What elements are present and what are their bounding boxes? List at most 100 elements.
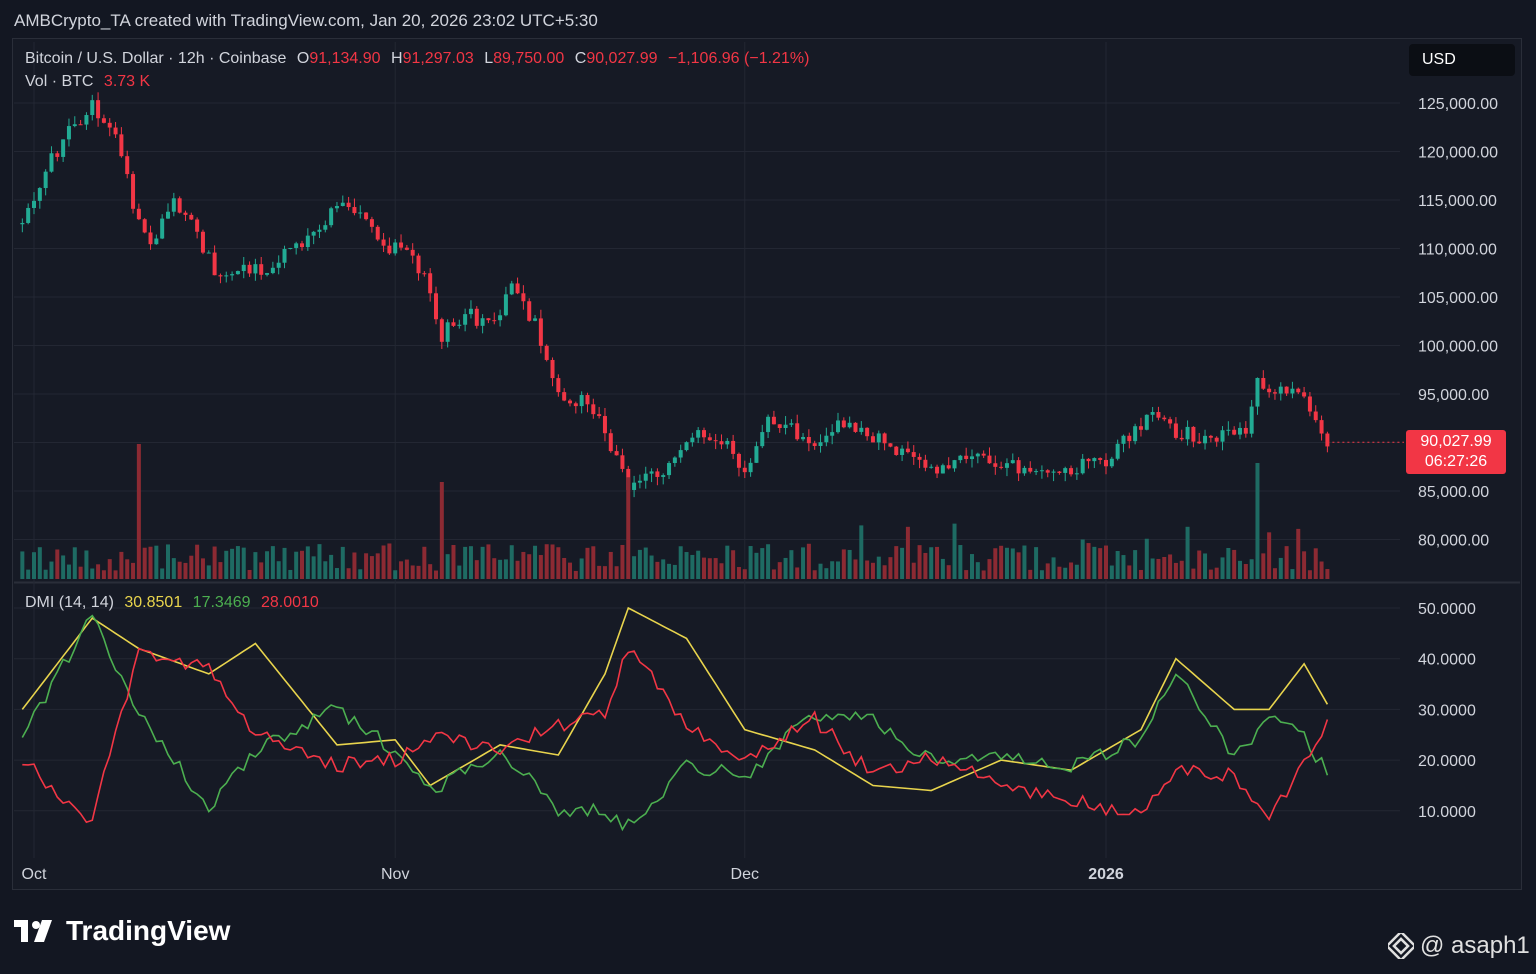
- volume-bar: [667, 563, 672, 579]
- volume-bar: [1080, 539, 1085, 579]
- candle-body: [404, 247, 409, 250]
- volume-bar: [777, 562, 782, 579]
- volume-bar: [568, 562, 572, 579]
- volume-bar: [608, 551, 613, 579]
- volume-bar: [958, 545, 963, 579]
- volume-bar: [1220, 557, 1225, 579]
- candle-body: [358, 212, 363, 214]
- volume-bar: [107, 559, 112, 579]
- volume-bar: [573, 570, 578, 579]
- volume-bar: [795, 567, 800, 579]
- candle-body: [1267, 388, 1272, 393]
- volume-bar: [585, 547, 590, 579]
- volume-bar: [32, 552, 36, 579]
- candle-body: [276, 262, 281, 268]
- volume-bar: [393, 570, 398, 579]
- volume-bar: [538, 555, 543, 579]
- candle-body: [830, 432, 835, 436]
- currency-button[interactable]: USD: [1409, 44, 1515, 76]
- volume-bar: [439, 482, 444, 579]
- candle-body: [894, 446, 899, 455]
- volume-bar: [1272, 568, 1277, 579]
- candle-body: [206, 252, 211, 254]
- candle-body: [678, 450, 683, 458]
- volume-bar: [882, 565, 887, 579]
- volume-bar: [806, 543, 811, 579]
- candle-body: [771, 416, 776, 425]
- volume-bar: [1191, 568, 1196, 579]
- candle-body: [160, 218, 165, 239]
- candle-body: [1138, 426, 1143, 430]
- dmi-label[interactable]: DMI (14, 14): [25, 594, 114, 611]
- volume-bar: [1115, 550, 1120, 579]
- candle-body: [381, 239, 386, 246]
- last-price-tag: 90,027.99 06:27:26: [1406, 430, 1506, 474]
- chart-header: AMBCrypto_TA created with TradingView.co…: [14, 11, 598, 30]
- volume-bar: [399, 561, 404, 579]
- tradingview-logo[interactable]: TradingView: [14, 915, 230, 947]
- volume-bar: [189, 555, 194, 579]
- plus-di-value: 17.3469: [192, 594, 251, 611]
- volume-bar: [300, 550, 304, 579]
- candle-body: [1104, 459, 1108, 467]
- candle-body: [498, 315, 503, 321]
- volume-bar: [387, 543, 392, 579]
- candle-body: [841, 420, 846, 428]
- candle-body: [1214, 437, 1219, 442]
- volume-bar: [760, 548, 765, 579]
- candle-body: [166, 211, 170, 219]
- candle-body: [78, 124, 83, 126]
- volume-bar: [888, 557, 893, 579]
- symbol-name[interactable]: Bitcoin / U.S. Dollar · 12h · Coinbase: [25, 50, 287, 67]
- candle-body: [1098, 458, 1103, 460]
- candle-body: [84, 115, 89, 125]
- dmi-axis-label: 30.0000: [1418, 702, 1476, 719]
- volume-bar: [1325, 569, 1330, 579]
- volume-bar: [445, 554, 450, 579]
- volume-bar: [90, 568, 95, 579]
- x-tick-label: Nov: [381, 866, 409, 883]
- volume-bar: [381, 545, 386, 579]
- candle-body: [131, 174, 136, 209]
- candle-body: [905, 448, 910, 453]
- volume-bar: [672, 564, 677, 579]
- candle-body: [72, 124, 77, 127]
- candle-body: [26, 207, 31, 223]
- volume-bar: [1179, 560, 1184, 579]
- candle-body: [748, 462, 753, 473]
- volume-bar: [334, 568, 339, 579]
- volume-bar: [1092, 546, 1097, 579]
- candle-body: [1173, 423, 1178, 438]
- candle-body: [492, 320, 497, 322]
- candle-body: [568, 400, 572, 404]
- volume-bar: [748, 546, 753, 579]
- volume-bar: [602, 566, 607, 579]
- volume-label[interactable]: Vol · BTC: [25, 73, 94, 90]
- volume-bar: [643, 547, 648, 579]
- candle-body: [783, 424, 788, 428]
- volume-bar: [37, 547, 42, 579]
- volume-bar: [317, 544, 322, 579]
- dmi-axis-label: 20.0000: [1418, 753, 1476, 770]
- author-credit: @ asaph1: [1388, 932, 1530, 960]
- volume-bar: [626, 477, 631, 579]
- candle-body: [1133, 426, 1138, 442]
- candle-body: [1057, 471, 1062, 473]
- dmi-legend: DMI (14, 14) 30.8501 17.3469 28.0010: [25, 594, 325, 612]
- candle-body: [544, 345, 549, 360]
- candle-body: [766, 416, 771, 433]
- candle-body: [451, 322, 456, 326]
- candle-body: [230, 274, 235, 276]
- candle-body: [125, 156, 130, 175]
- volume-bar: [556, 547, 561, 579]
- candle-body: [1127, 435, 1132, 442]
- candle-body: [463, 314, 468, 325]
- candle-body: [824, 435, 829, 443]
- volume-bar: [527, 554, 532, 579]
- volume-bar: [742, 569, 747, 579]
- candle-body: [888, 443, 893, 447]
- candle-body: [620, 455, 625, 469]
- volume-bar: [1034, 547, 1039, 579]
- price-axis-label: 110,000.00: [1418, 242, 1497, 259]
